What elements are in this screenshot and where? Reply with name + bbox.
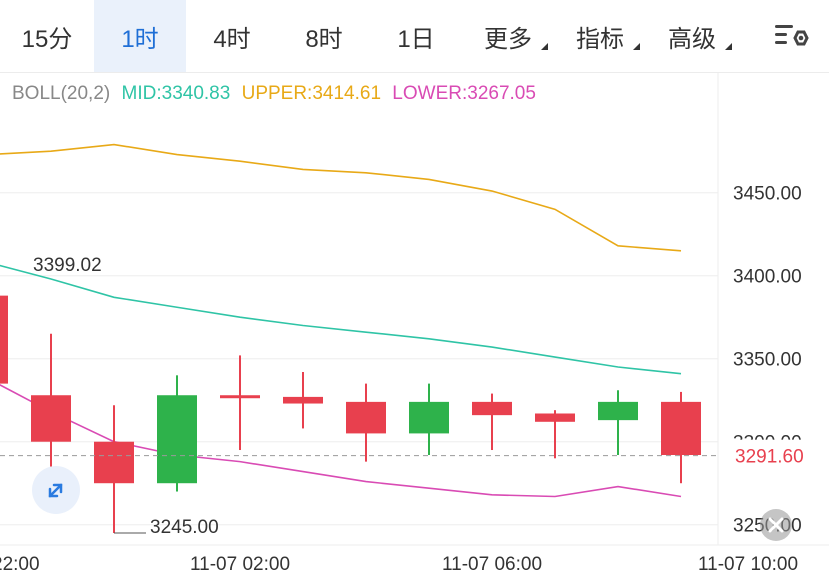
candle-body xyxy=(94,441,134,484)
tab-0[interactable]: 15分 xyxy=(0,0,94,72)
expand-arrows-icon[interactable] xyxy=(32,466,80,514)
tab-label: 1日 xyxy=(397,25,435,53)
tab-label: 更多 xyxy=(484,25,532,53)
close-icon[interactable] xyxy=(760,509,792,541)
boll-mid-value: MID:3340.83 xyxy=(121,83,231,104)
candle-body xyxy=(409,401,449,434)
last-price-tag-bg xyxy=(722,439,829,472)
candle-body xyxy=(0,295,8,384)
candle-body xyxy=(283,396,323,404)
chart-settings-icon[interactable] xyxy=(773,20,809,52)
dropdown-triangle-icon xyxy=(633,43,640,50)
y-tick-label: 3450.00 xyxy=(733,184,802,205)
tab-label: 指标 xyxy=(576,25,624,53)
tab-label: 15分 xyxy=(21,25,73,53)
tab-2[interactable]: 4时 xyxy=(186,0,278,72)
y-tick-label: 3400.00 xyxy=(733,267,802,288)
candle-body xyxy=(346,401,386,434)
boll-mid-line xyxy=(0,264,682,375)
tab-5[interactable]: 更多 xyxy=(462,0,554,72)
dropdown-triangle-icon xyxy=(541,43,548,50)
tab-6[interactable]: 指标 xyxy=(554,0,646,72)
y-tick-label: 3350.00 xyxy=(733,350,802,371)
tab-label: 高级 xyxy=(668,25,716,53)
timeframe-tabbar: 15分 1时 4时 8时 1日 更多 指标 高级 xyxy=(0,0,829,72)
x-tick-label: 22:00 xyxy=(0,554,40,575)
candle-body xyxy=(220,395,260,399)
low-price-annotation: 3245.00 xyxy=(150,517,219,538)
high-price-annotation: 3399.02 xyxy=(33,255,102,276)
candle-body xyxy=(157,395,197,484)
candle-body xyxy=(535,413,575,422)
boll-lower-value: LOWER:3267.05 xyxy=(392,83,536,104)
candle-body xyxy=(661,401,701,455)
x-tick-label: 11-07 06:00 xyxy=(442,554,542,575)
boll-legend: BOLL(20,2) MID:3340.83 UPPER:3414.61 LOW… xyxy=(12,83,542,105)
x-tick-label: 11-07 10:00 xyxy=(698,554,798,575)
last-price-label: 3291.60 xyxy=(735,447,804,468)
tab-1[interactable]: 1时 xyxy=(94,0,186,72)
boll-upper-line xyxy=(0,143,682,252)
boll-name: BOLL(20,2) xyxy=(12,83,111,104)
tab-label: 1时 xyxy=(121,25,159,53)
tab-3[interactable]: 8时 xyxy=(278,0,370,72)
x-tick-label: 11-07 02:00 xyxy=(190,554,290,575)
tab-label: 4时 xyxy=(213,25,251,53)
boll-upper-value: UPPER:3414.61 xyxy=(241,83,382,104)
candle-body xyxy=(472,401,512,416)
tab-7[interactable]: 高级 xyxy=(646,0,738,72)
dropdown-triangle-icon xyxy=(725,43,732,50)
tabbar-divider xyxy=(0,72,829,73)
boll-lower-line xyxy=(0,384,682,498)
candle-body xyxy=(31,395,71,442)
candle-body xyxy=(598,401,638,421)
tab-label: 8时 xyxy=(305,25,343,53)
tab-4[interactable]: 1日 xyxy=(370,0,462,72)
